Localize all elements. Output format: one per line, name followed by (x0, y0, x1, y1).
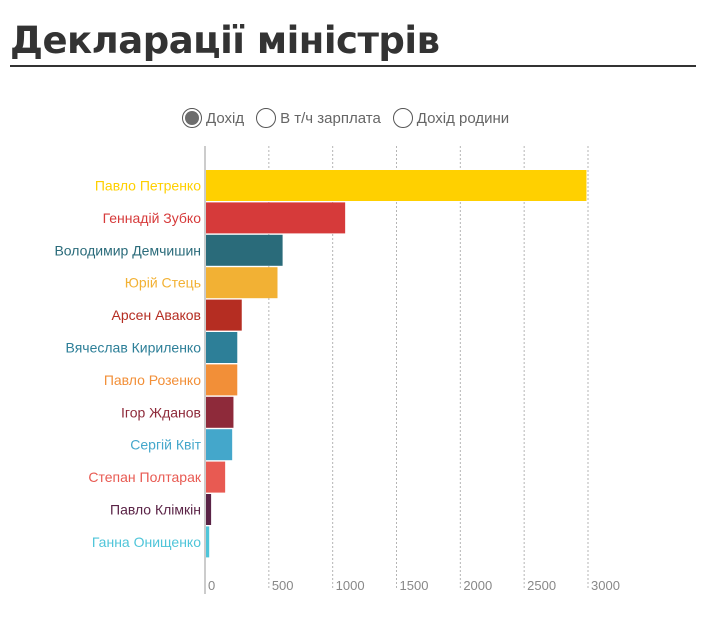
x-tick-label-500: 500 (272, 578, 294, 593)
category-label-4: Юрій Стець (125, 275, 201, 291)
bar-4[interactable] (206, 267, 278, 299)
bar-10[interactable] (206, 461, 226, 493)
category-label-10: Степан Полтарак (88, 469, 201, 485)
bar-5[interactable] (206, 299, 242, 331)
x-tick-label-1500: 1500 (400, 578, 429, 593)
bar-2[interactable] (206, 202, 346, 234)
category-label-5: Арсен Аваков (112, 307, 201, 323)
radio-income-label: Дохід (206, 109, 245, 127)
category-label-12: Ганна Онищенко (92, 534, 201, 550)
bar-9[interactable] (206, 429, 233, 461)
bar-11[interactable] (206, 494, 212, 525)
bar-6[interactable] (206, 332, 238, 363)
x-tick-label-2500: 2500 (527, 578, 556, 593)
category-label-1: Павло Петренко (95, 178, 201, 194)
bar-7[interactable] (206, 364, 238, 396)
x-tick-label-3000: 3000 (591, 578, 620, 593)
category-label-3: Володимир Демчишин (54, 242, 201, 258)
radio-income-indicator-icon[interactable] (182, 108, 202, 128)
filter-radio-group: Дохід В т/ч зарплата Дохід родини (182, 104, 521, 132)
x-tick-label-0: 0 (208, 578, 215, 593)
category-label-7: Павло Розенко (104, 372, 201, 388)
page-title: Декларації міністрів (10, 19, 440, 62)
category-label-2: Геннадій Зубко (103, 210, 202, 226)
category-label-9: Сергій Квіт (130, 437, 201, 453)
bar-3[interactable] (206, 234, 283, 266)
radio-family-income-indicator-icon[interactable] (392, 108, 413, 128)
category-label-11: Павло Клімкін (110, 502, 201, 518)
bar-12[interactable] (206, 526, 210, 558)
x-tick-label-1000: 1000 (336, 578, 365, 593)
title-divider (10, 65, 696, 67)
x-tick-label-2000: 2000 (463, 578, 492, 593)
radio-salary-label: В т/ч зарплата (280, 109, 381, 127)
bar-8[interactable] (206, 396, 234, 428)
radio-salary-indicator-icon[interactable] (256, 108, 277, 128)
category-label-8: Ігор Жданов (121, 404, 201, 420)
radio-family-income[interactable]: Дохід родини (392, 108, 510, 128)
category-label-6: Вячеслав Кириленко (66, 340, 202, 356)
radio-income[interactable]: Дохід (182, 108, 244, 128)
radio-salary[interactable]: В т/ч зарплата (256, 108, 381, 128)
radio-family-income-label: Дохід родини (416, 109, 510, 127)
bar-1[interactable] (206, 170, 587, 201)
